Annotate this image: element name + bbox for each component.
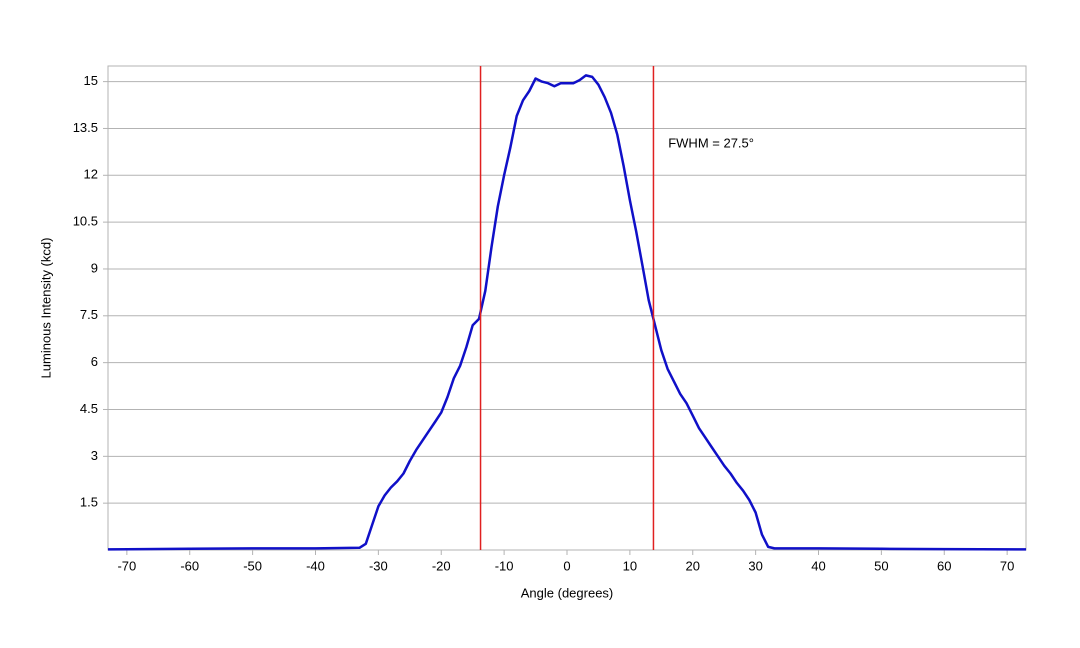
- x-tick-label: -60: [180, 558, 199, 573]
- x-tick-label: -10: [495, 558, 514, 573]
- x-tick-label: 0: [563, 558, 570, 573]
- annotation: FWHM = 27.5°: [668, 136, 754, 151]
- y-tick-label: 13.5: [73, 120, 98, 135]
- y-tick-label: 3: [91, 448, 98, 463]
- x-tick-label: -50: [243, 558, 262, 573]
- x-tick-label: 50: [874, 558, 888, 573]
- y-tick-label: 7.5: [80, 307, 98, 322]
- x-tick-label: 20: [686, 558, 700, 573]
- plot-frame: [107, 65, 1027, 551]
- x-tick-label: 70: [1000, 558, 1014, 573]
- x-axis-label: Angle (degrees): [521, 585, 614, 600]
- x-tick-label: 60: [937, 558, 951, 573]
- x-tick-label: 30: [748, 558, 762, 573]
- x-tick-label: 40: [811, 558, 825, 573]
- y-tick-label: 15: [84, 73, 98, 88]
- y-tick-label: 6: [91, 354, 98, 369]
- x-tick-label: -70: [117, 558, 136, 573]
- y-axis-label: Luminous Intensity (kcd): [38, 238, 53, 379]
- x-tick-label: -30: [369, 558, 388, 573]
- data-line: [107, 74, 1027, 551]
- x-tick-label: -20: [432, 558, 451, 573]
- y-tick-label: 10.5: [73, 214, 98, 229]
- y-tick-label: 9: [91, 260, 98, 275]
- y-tick-label: 12: [84, 167, 98, 182]
- y-tick-label: 4.5: [80, 401, 98, 416]
- y-tick-label: 1.5: [80, 495, 98, 510]
- x-tick-label: -40: [306, 558, 325, 573]
- x-tick-label: 10: [623, 558, 637, 573]
